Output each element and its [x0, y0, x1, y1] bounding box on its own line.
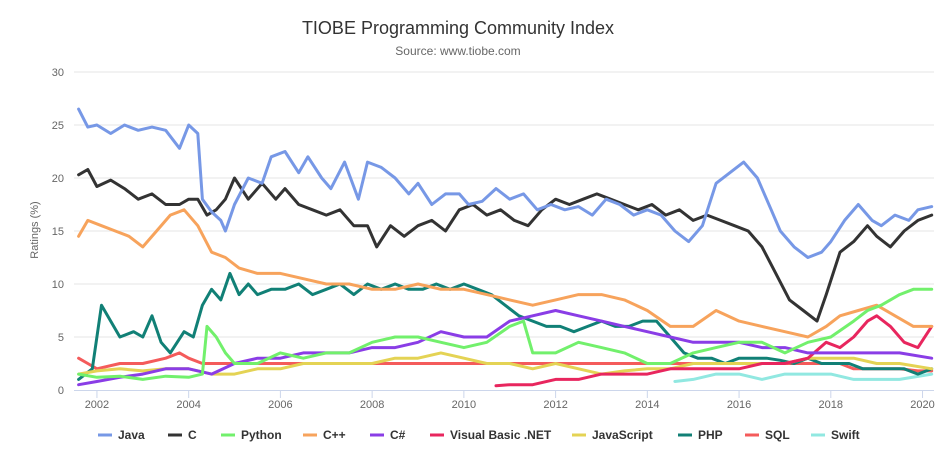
legend-label: SQL: [765, 428, 790, 442]
legend-label: C: [188, 428, 197, 442]
y-tick-label: 20: [52, 173, 64, 185]
legend: Java C Python C++ C# Visual Basic .NET JavaScr…: [98, 428, 860, 442]
grid: [74, 71, 934, 338]
chart-title: TIOBE Programming Community Index: [302, 18, 614, 38]
legend-item[interactable]: PHP: [678, 428, 723, 442]
y-tick-label: 15: [52, 226, 64, 238]
x-tick-label: 2006: [268, 399, 292, 411]
series-line-java[interactable]: [77, 107, 934, 259]
series-line-c[interactable]: [77, 208, 934, 339]
y-tick-label: 25: [52, 120, 64, 132]
x-axis-ticks: 2002 2004 2006 2008 2010 2012 2014 2016 2018 2020: [85, 390, 935, 411]
series-line-c[interactable]: [77, 309, 934, 387]
legend-item[interactable]: C: [168, 428, 197, 442]
y-axis-ticks: 0 5 10 15 20 25 30: [52, 67, 64, 397]
x-tick-label: 2010: [452, 399, 476, 411]
y-tick-label: 10: [52, 279, 64, 291]
series-line-swift[interactable]: [673, 372, 934, 383]
legend-label: Python: [241, 428, 282, 442]
x-tick-label: 2012: [543, 399, 567, 411]
legend-label: Visual Basic .NET: [450, 428, 552, 442]
legend-item[interactable]: SQL: [745, 428, 790, 442]
legend-label: Swift: [831, 428, 860, 442]
legend-item[interactable]: Java: [98, 428, 145, 442]
legend-label: C#: [390, 428, 406, 442]
legend-item[interactable]: Visual Basic .NET: [430, 428, 552, 442]
legend-label: PHP: [698, 428, 723, 442]
y-axis-label: Ratings (%): [29, 201, 41, 258]
y-tick-label: 30: [52, 67, 64, 79]
legend-label: JavaScript: [592, 428, 653, 442]
x-tick-label: 2014: [635, 399, 659, 411]
legend-label: Java: [118, 428, 145, 442]
y-tick-label: 5: [58, 332, 64, 344]
series-line-python[interactable]: [77, 287, 934, 381]
x-tick-label: 2018: [819, 399, 843, 411]
x-tick-label: 2002: [85, 399, 109, 411]
legend-item[interactable]: C++: [303, 428, 346, 442]
series-line-sql[interactable]: [77, 351, 934, 373]
x-tick-label: 2020: [910, 399, 934, 411]
legend-item[interactable]: Swift: [811, 428, 860, 442]
x-tick-label: 2016: [727, 399, 751, 411]
series-line-visual-basic-net[interactable]: [494, 314, 934, 388]
series-line-php[interactable]: [77, 271, 934, 381]
chart-subtitle: Source: www.tiobe.com: [395, 44, 520, 58]
legend-item[interactable]: JavaScript: [572, 428, 653, 442]
series-lines: [77, 107, 934, 388]
series-line-c[interactable]: [77, 168, 934, 323]
legend-item[interactable]: Python: [221, 428, 282, 442]
x-tick-label: 2004: [176, 399, 200, 411]
x-tick-label: 2008: [360, 399, 384, 411]
y-tick-label: 0: [58, 385, 64, 397]
legend-item[interactable]: C#: [370, 428, 406, 442]
legend-label: C++: [323, 428, 346, 442]
